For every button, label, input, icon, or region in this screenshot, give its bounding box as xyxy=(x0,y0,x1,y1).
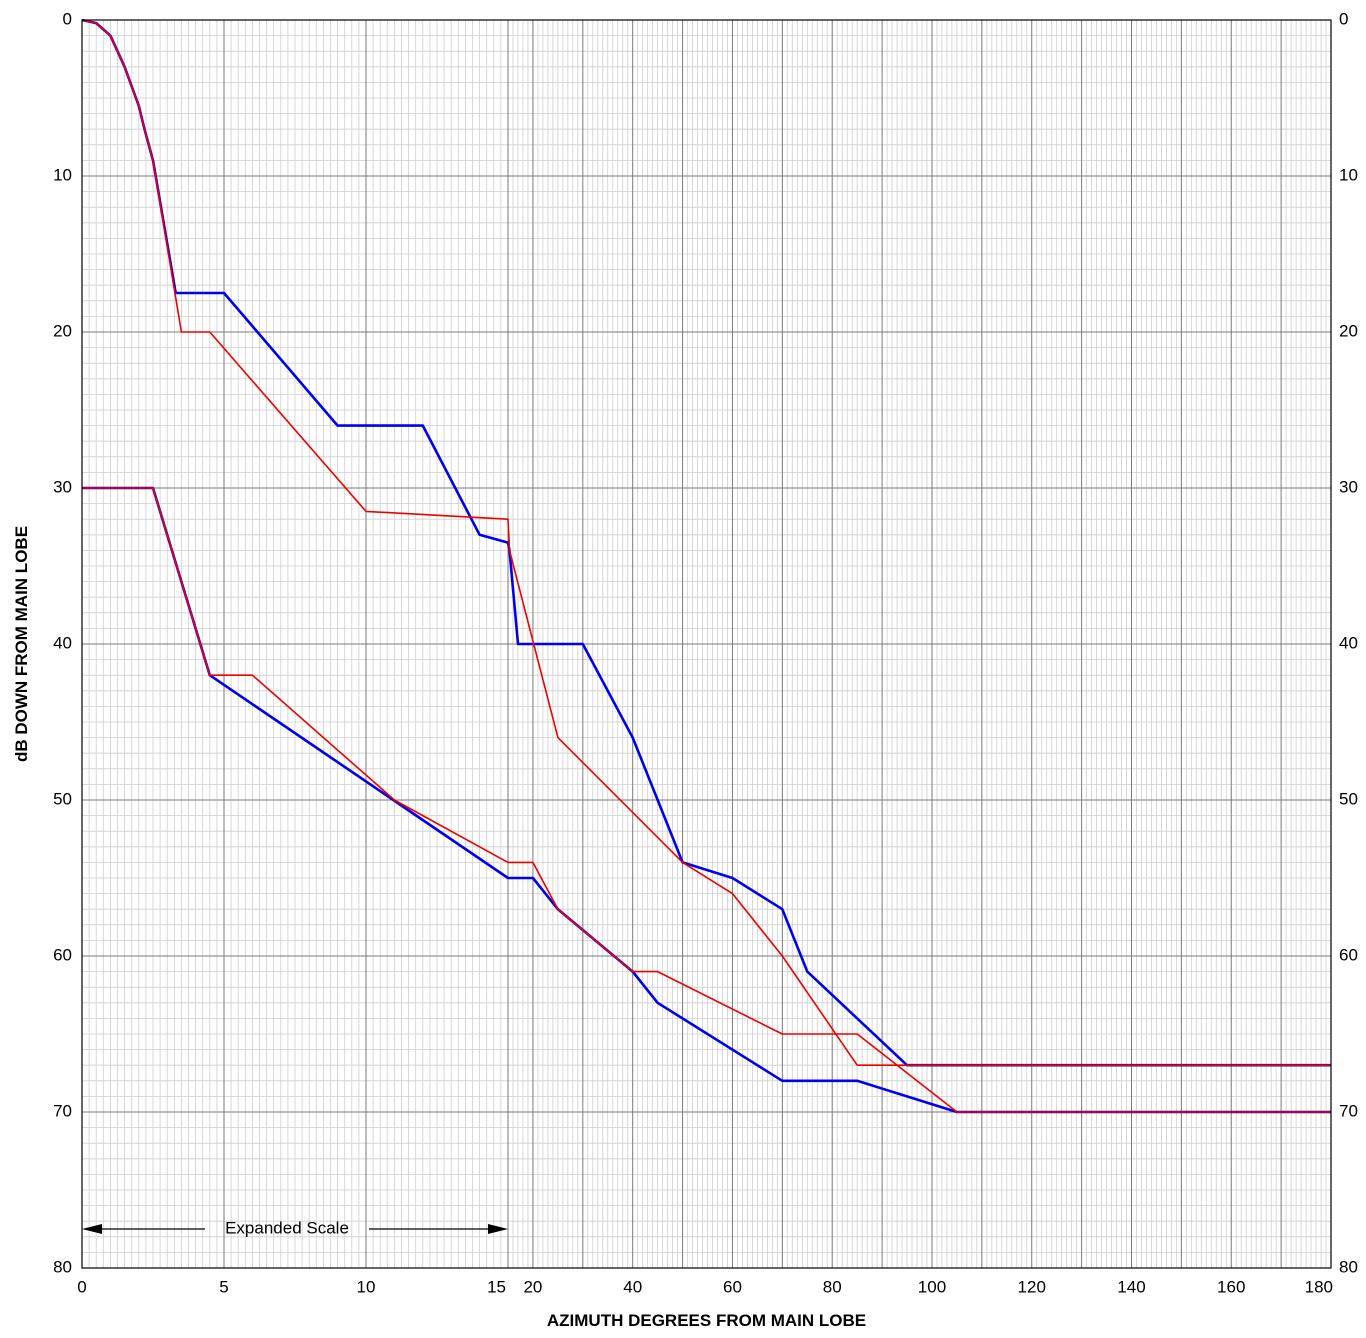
y-tick-label-right: 60 xyxy=(1339,945,1358,964)
y-tick-label-left: 60 xyxy=(53,945,72,964)
x-tick-label: 160 xyxy=(1217,1277,1245,1296)
y-tick-label-right: 10 xyxy=(1339,165,1358,184)
y-tick-label-left: 20 xyxy=(53,321,72,340)
y-tick-label-left: 30 xyxy=(53,477,72,496)
y-tick-label-right: 70 xyxy=(1339,1101,1358,1120)
y-tick-label-left: 40 xyxy=(53,633,72,652)
series-layer xyxy=(81,18,1331,1114)
x-tick-label: 15 xyxy=(487,1277,506,1296)
y-tick-label-left: 0 xyxy=(63,9,72,28)
x-tick-label: 80 xyxy=(823,1277,842,1296)
x-tick-label: 140 xyxy=(1117,1277,1145,1296)
y-tick-labels-right: 0 10 20 30 40 50 60 70 80 xyxy=(1339,9,1358,1276)
x-tick-label: 40 xyxy=(623,1277,642,1296)
series-line-red xyxy=(82,487,1331,1113)
x-tick-label: 20 xyxy=(523,1277,542,1296)
series-line-red xyxy=(81,19,1331,1066)
y-tick-label-right: 40 xyxy=(1339,633,1358,652)
arrowhead-right-icon xyxy=(488,1224,508,1234)
y-tick-label-left: 50 xyxy=(53,789,72,808)
x-tick-label: 10 xyxy=(357,1277,376,1296)
y-tick-label-left: 10 xyxy=(53,165,72,184)
y-tick-label-right: 0 xyxy=(1339,9,1348,28)
x-tick-label: 5 xyxy=(219,1277,228,1296)
x-tick-label: 180 xyxy=(1305,1277,1333,1296)
x-axis-title: AZIMUTH DEGREES FROM MAIN LOBE xyxy=(547,1311,866,1330)
y-tick-label-right: 30 xyxy=(1339,477,1358,496)
y-tick-label-left: 80 xyxy=(53,1257,72,1276)
major-grid xyxy=(81,19,1332,1269)
x-tick-labels: 0 5 10 15 20 40 60 80 100 120 140 160 180 xyxy=(77,1277,1333,1296)
y-tick-label-right: 80 xyxy=(1339,1257,1358,1276)
x-tick-label: 0 xyxy=(77,1277,86,1296)
arrowhead-left-icon xyxy=(82,1224,102,1234)
plot-frame xyxy=(81,19,1332,1269)
y-tick-label-left: 70 xyxy=(53,1101,72,1120)
y-tick-label-right: 20 xyxy=(1339,321,1358,340)
x-tick-label: 100 xyxy=(918,1277,946,1296)
expanded-scale-label: Expanded Scale xyxy=(225,1218,349,1237)
y-tick-label-right: 50 xyxy=(1339,789,1358,808)
x-tick-label: 60 xyxy=(723,1277,742,1296)
x-tick-label: 120 xyxy=(1018,1277,1046,1296)
y-axis-title: dB DOWN FROM MAIN LOBE xyxy=(12,526,31,762)
expanded-scale-annotation: Expanded Scale xyxy=(82,1218,508,1237)
series-line-blue xyxy=(81,18,1331,1067)
y-tick-labels-left: 0 10 20 30 40 50 60 70 80 xyxy=(53,9,72,1276)
